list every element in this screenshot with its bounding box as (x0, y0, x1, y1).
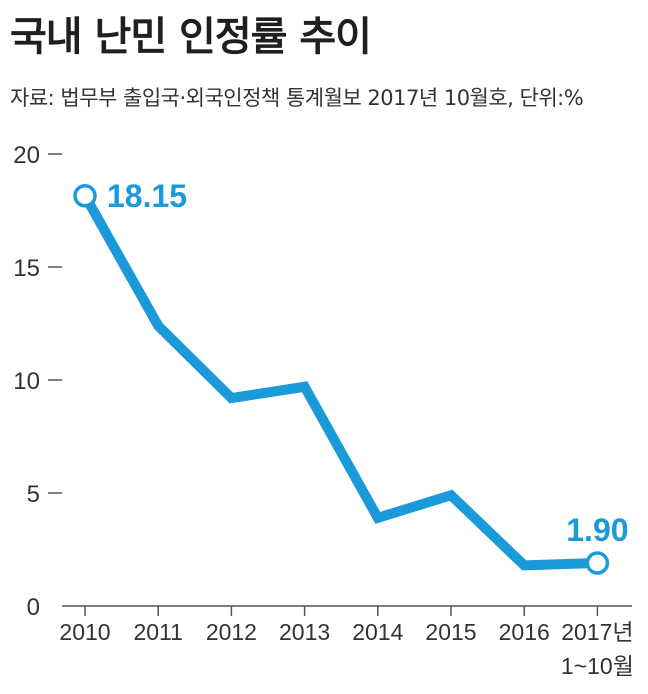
x-tick-sublabel: 1~10월 (561, 653, 634, 679)
data-point-marker (585, 551, 610, 575)
y-tick-label: 0 (27, 594, 40, 621)
x-tick-label: 2014 (352, 619, 403, 645)
data-labels: 18.15 1.90 (107, 178, 629, 548)
x-tick-label: 2013 (279, 619, 330, 645)
x-tick-label: 2017년 (561, 619, 633, 645)
chart-title: 국내 난민 인정률 추이 (10, 14, 372, 60)
series-line (80, 193, 598, 571)
x-tick-label: 2015 (425, 619, 476, 645)
data-markers (73, 184, 610, 575)
x-tick-label: 2016 (499, 619, 550, 645)
data-label: 18.15 (107, 178, 187, 214)
y-tick-label: 5 (27, 481, 40, 508)
x-tick-label: 2011 (133, 619, 182, 645)
y-tick-label: 15 (13, 255, 40, 282)
data-point-marker (73, 184, 97, 208)
x-tick-label: 2010 (59, 619, 110, 645)
chart-source-note: 자료: 법무부 출입국·외국인정책 통계월보 2017년 10월호, 단위:% (10, 86, 584, 110)
x-tick-label: 2012 (206, 619, 257, 645)
data-label: 1.90 (566, 512, 628, 548)
y-axis: 0 5 10 15 20 (13, 142, 62, 621)
y-tick-label: 10 (13, 368, 40, 395)
x-axis: 2010 2011 2012 2013 2014 2015 2016 2017년 1~10월 (59, 606, 634, 679)
y-tick-label: 20 (13, 142, 40, 169)
